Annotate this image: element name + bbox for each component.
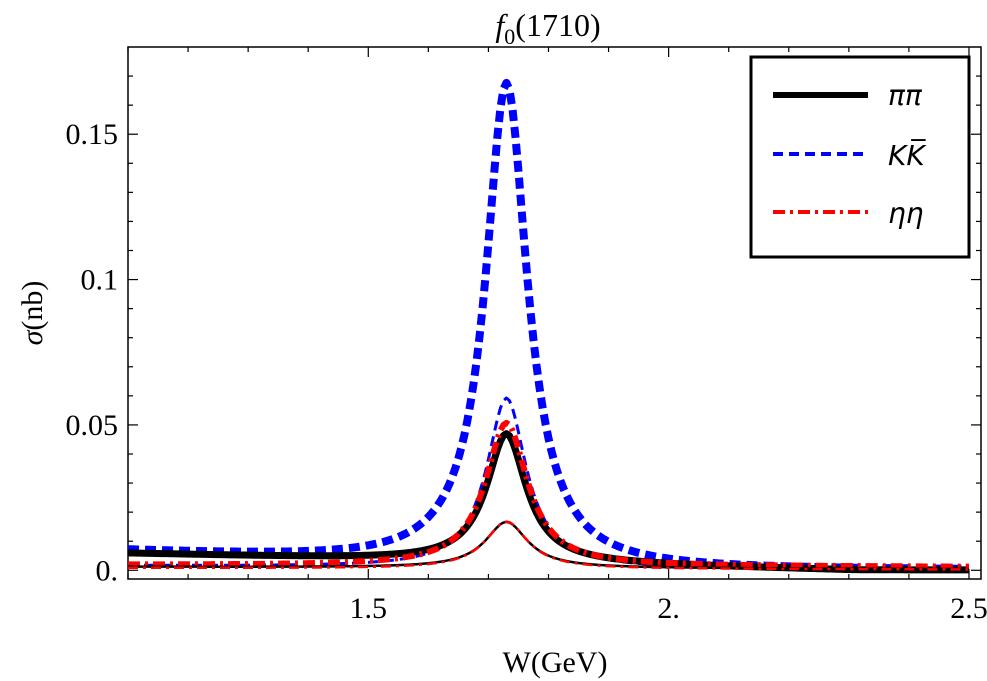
x-tick-label: 1.5 — [350, 592, 388, 625]
y-axis-label: σ(nb) — [16, 281, 49, 346]
y-tick-label: 0. — [96, 554, 119, 587]
y-tick-label: 0.05 — [66, 409, 119, 442]
chart-title: f0(1710) — [495, 7, 600, 49]
legend-label-etaeta: ηη — [888, 197, 924, 230]
legend-box — [749, 55, 971, 259]
curves — [127, 78, 970, 574]
title-rest: (1710) — [515, 7, 600, 43]
axis-tick-labels: 1.5 2. 2.5 0. 0.05 0.1 0.15 — [66, 118, 987, 625]
series-line-5 — [128, 520, 969, 571]
y-tick-label: 0.15 — [66, 118, 119, 151]
legend: ππ KK̅ ηη — [749, 55, 971, 259]
axis-ticks — [127, 47, 981, 579]
x-tick-label: 2.5 — [950, 592, 987, 625]
plot-frame — [127, 46, 982, 580]
x-axis-label: W(GeV) — [503, 646, 608, 679]
title-subscript: 0 — [504, 24, 515, 49]
series-line-0 — [127, 78, 970, 573]
legend-label-pipi: ππ — [888, 79, 923, 112]
y-axis-symbol: σ — [16, 329, 49, 345]
y-tick-label: 0.1 — [81, 264, 119, 297]
series-line-3 — [127, 419, 970, 570]
y-axis-unit: (nb) — [16, 281, 49, 331]
x-tick-label: 2. — [657, 592, 680, 625]
legend-label-kkbar: KK̅ — [888, 138, 927, 172]
